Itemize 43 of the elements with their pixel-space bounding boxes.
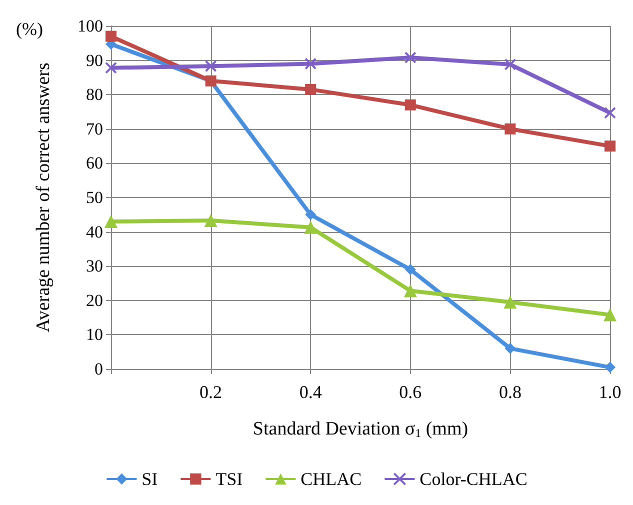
point [504,58,516,70]
y-axis-title: Average number of correct answers [33,62,54,332]
y-tick-label: 70 [86,119,103,138]
point [204,60,217,72]
x-tick-label: 0.4 [299,382,322,402]
point [305,84,316,95]
x-tick-label: 0.8 [498,382,522,402]
legend-label: SI [142,469,158,489]
y-tick-label: 90 [86,50,103,70]
point [404,264,416,276]
point [404,52,416,64]
point [504,296,517,309]
y-tick-label: 10 [86,325,103,344]
legend-label: Color-CHLAC [420,469,528,489]
point [604,308,616,322]
point [404,284,417,298]
y-tick-label: 60 [86,154,103,173]
y-tick-label: 80 [86,85,103,104]
y-tick-label: 0 [94,360,103,378]
y-tick-label: 30 [86,256,103,276]
point [404,99,416,110]
point [604,140,616,152]
point [304,220,318,234]
y-tick-label: 40 [86,222,103,242]
point [304,58,317,70]
point [305,209,316,220]
legend-label: TSI [216,469,243,489]
point [604,106,616,119]
point [504,123,516,134]
text: (%) [16,19,43,39]
x-tick-label: 1.0 [598,382,622,402]
y-tick-label: 100 [78,16,103,36]
y-tick-label: 20 [86,290,103,310]
point [104,215,118,228]
point [504,342,516,354]
point [105,62,117,74]
point [204,214,218,227]
point [604,362,616,373]
x-tick-label: 0.6 [399,382,422,402]
point [106,30,116,42]
legend-label: CHLAC [300,469,362,489]
x-tick-label: 0.2 [200,382,222,402]
y-tick-label: 50 [86,188,103,207]
